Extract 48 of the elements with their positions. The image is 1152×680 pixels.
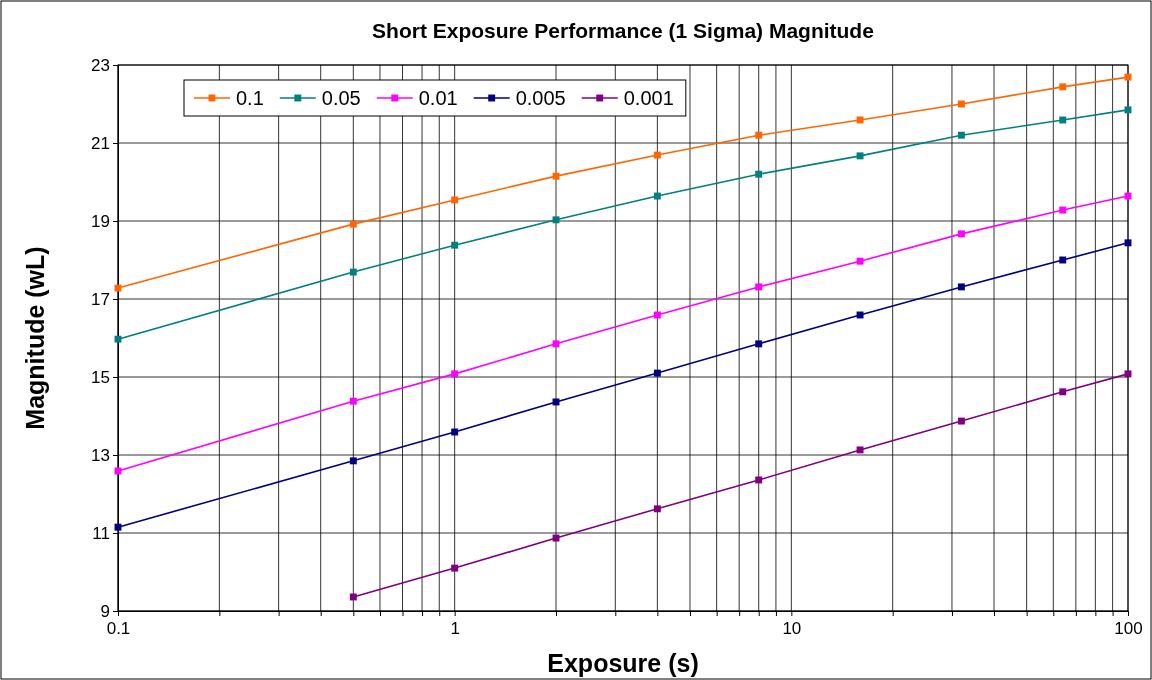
point [957, 230, 965, 238]
point [349, 220, 357, 228]
point [451, 196, 459, 204]
point [349, 593, 357, 601]
legend-label: 0.05 [321, 87, 361, 109]
point [349, 397, 357, 405]
point [856, 257, 864, 265]
point [755, 476, 763, 484]
x-tick-label: 100 [1114, 619, 1143, 639]
x-tick-label: 10 [782, 619, 802, 639]
y-tick-label: 9 [100, 601, 110, 621]
point [755, 131, 763, 139]
y-tick-label: 21 [91, 133, 110, 153]
point [653, 369, 661, 377]
point [451, 370, 459, 378]
point [653, 192, 661, 200]
legend-label: 0.01 [418, 87, 458, 109]
legend-label: 0.001 [623, 87, 674, 109]
y-tick-label: 15 [91, 367, 110, 387]
y-tick-label: 19 [91, 211, 110, 231]
y-tick-label: 13 [91, 445, 110, 465]
x-axis-title: Exposure (s) [547, 649, 699, 677]
x-tick-label: 1 [450, 619, 460, 639]
chart-title: Short Exposure Performance (1 Sigma) Magnitude [372, 19, 874, 42]
y-tick-label: 23 [91, 55, 110, 75]
point [957, 131, 965, 139]
point [755, 170, 763, 178]
y-axis-title: Magnitude (wL) [21, 246, 49, 430]
point [653, 151, 661, 159]
x-tick-label: 0.1 [106, 619, 131, 639]
legend-label: 0.1 [236, 87, 264, 109]
point [755, 283, 763, 291]
point [755, 340, 763, 348]
point [1059, 83, 1067, 91]
y-tick-label: 11 [92, 523, 110, 543]
point [451, 241, 459, 249]
point [1059, 388, 1067, 396]
point [451, 564, 459, 572]
point [957, 283, 965, 291]
point [349, 268, 357, 276]
legend-label: 0.005 [515, 87, 566, 109]
point [856, 446, 864, 454]
point [856, 152, 864, 160]
point [1059, 206, 1067, 214]
point [653, 505, 661, 513]
point [957, 417, 965, 425]
point [349, 457, 357, 465]
y-tick-label: 17 [91, 289, 110, 309]
